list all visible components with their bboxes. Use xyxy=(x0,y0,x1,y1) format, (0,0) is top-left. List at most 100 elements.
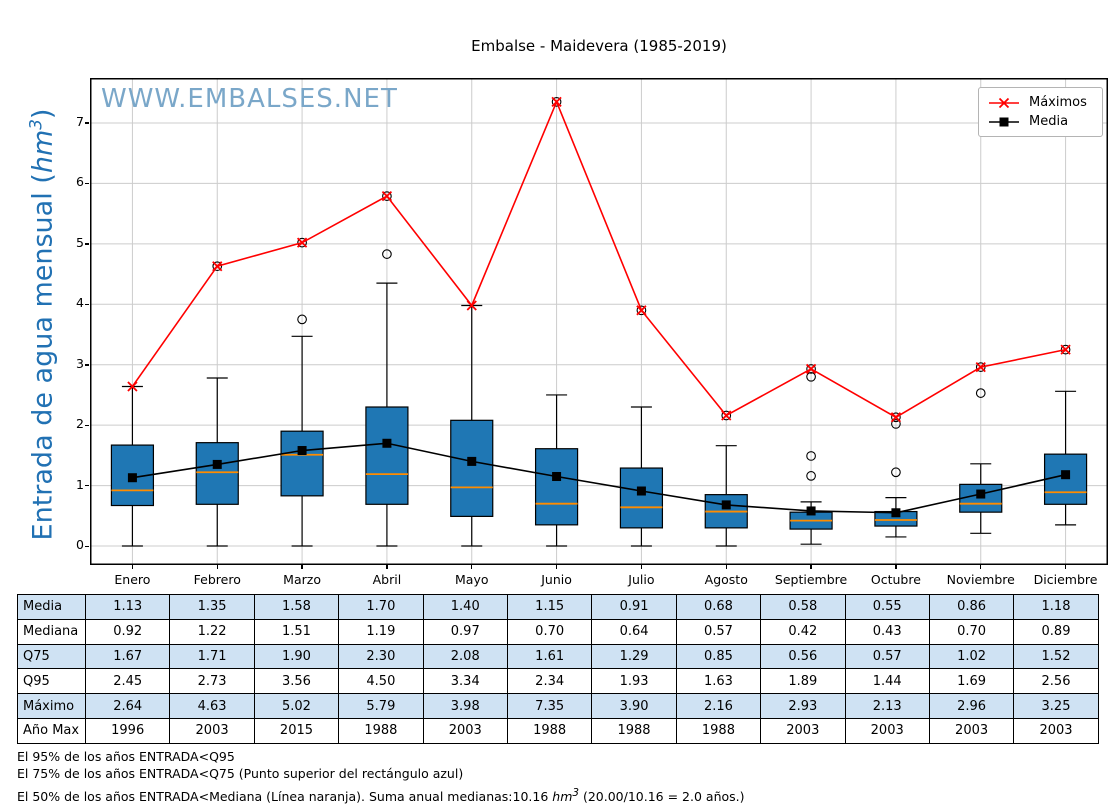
box xyxy=(280,430,324,497)
table-cell: 2003 xyxy=(169,717,255,744)
outlier-point xyxy=(891,412,901,423)
media-marker xyxy=(806,506,816,516)
table-cell: 1.18 xyxy=(1013,594,1099,620)
legend-item-media: Media xyxy=(987,112,1094,131)
plot-frame xyxy=(90,78,1108,565)
table-cell: 2.56 xyxy=(1013,668,1099,695)
table-cell: 1.15 xyxy=(506,594,593,620)
outlier-point xyxy=(636,305,647,316)
x-tick-label: Septiembre xyxy=(774,572,848,587)
table-cell: 1.22 xyxy=(169,618,255,645)
outlier-point xyxy=(382,191,392,201)
maximos-line-icon xyxy=(989,97,1019,108)
table-cell: 1.89 xyxy=(760,668,846,695)
table-cell: 2003 xyxy=(928,717,1015,744)
table-cell: 1988 xyxy=(591,717,677,744)
table-cell: 2.96 xyxy=(928,693,1015,719)
table-cell: 2.64 xyxy=(84,693,171,719)
table-cell: 1.52 xyxy=(1013,643,1099,670)
table-cell: 1988 xyxy=(338,717,424,744)
maximos-marker xyxy=(466,300,477,311)
outlier-point xyxy=(806,364,816,374)
y-tick-label: 6 xyxy=(76,174,84,190)
table-cell: 1.61 xyxy=(506,643,593,670)
box xyxy=(1043,453,1088,505)
x-tick-mark xyxy=(555,565,558,569)
x-tick-mark xyxy=(725,565,727,569)
table-row: Año Max 1996 2003 2015 1988 2003 1988 1988 1988 2… xyxy=(17,717,1099,744)
table-cell: 3.90 xyxy=(591,693,677,719)
media-marker xyxy=(891,508,901,518)
outlier-point xyxy=(212,261,223,272)
table-cell: 0.56 xyxy=(760,643,846,670)
maximos-marker xyxy=(381,190,393,202)
table-cell: 1.69 xyxy=(928,668,1015,695)
table-cell: 1.02 xyxy=(928,643,1015,670)
box xyxy=(450,419,494,517)
footnotes: El 95% de los años ENTRADA<Q95 El 75% de… xyxy=(17,748,745,805)
y-tick-mark xyxy=(85,303,89,306)
table-cell: 1.67 xyxy=(84,643,171,670)
media-marker xyxy=(721,500,731,510)
table-cell: 0.97 xyxy=(422,618,508,645)
table-cell: 3.34 xyxy=(422,668,508,695)
media-marker xyxy=(552,472,562,482)
footnote-q95: El 95% de los años ENTRADA<Q95 xyxy=(17,749,235,764)
stats-table-body: Media 1.13 1.35 1.58 1.70 1.40 1.15 0.91 0.68 0.5… xyxy=(17,594,1099,744)
x-tick-label: Diciembre xyxy=(1033,572,1098,587)
chart-title: Embalse - Maidevera (1985-2019) xyxy=(471,37,727,55)
maximos-marker xyxy=(212,261,223,272)
table-cell: 0.58 xyxy=(760,594,846,620)
table-cell: 3.98 xyxy=(422,693,508,719)
outlier-point xyxy=(806,471,816,481)
x-tick-label: Julio xyxy=(628,572,655,587)
maximos-marker xyxy=(721,410,732,421)
table-cell: 1.40 xyxy=(422,594,508,620)
y-axis-label: Entrada de agua mensual (hm3) xyxy=(25,108,59,541)
outlier-point xyxy=(806,371,816,382)
media-marker xyxy=(636,486,646,496)
media-marker xyxy=(1061,470,1071,480)
table-cell: 7.35 xyxy=(506,693,593,719)
table-cell: 0.86 xyxy=(928,594,1015,620)
legend: Máximos Media xyxy=(978,87,1103,137)
x-tick-mark xyxy=(810,565,812,569)
table-row: Mediana 0.92 1.22 1.51 1.19 0.97 0.70 0.64 0.57 0… xyxy=(17,618,1099,645)
table-cell: 0.85 xyxy=(675,643,762,670)
table-row: Media 1.13 1.35 1.58 1.70 1.40 1.15 0.91 0.68 0.5… xyxy=(17,594,1099,620)
y-tick-label: 2 xyxy=(76,416,84,432)
outlier-point xyxy=(382,249,392,259)
table-cell: 2015 xyxy=(253,717,340,744)
x-tick-label: Marzo xyxy=(283,572,321,587)
plot-area xyxy=(90,78,1108,565)
table-cell: 1988 xyxy=(506,717,593,744)
table-cell: 2003 xyxy=(760,717,846,744)
table-cell: 2003 xyxy=(1013,717,1099,744)
table-cell: 1.63 xyxy=(675,668,762,695)
media-marker xyxy=(127,473,137,483)
row-label: Máximo xyxy=(17,693,86,719)
table-cell: 3.56 xyxy=(253,668,340,695)
maximos-marker xyxy=(975,361,986,373)
maximos-marker xyxy=(890,412,902,423)
boxplot-svg xyxy=(90,78,1108,565)
y-tick-mark xyxy=(85,364,89,366)
y-tick-label: 5 xyxy=(76,234,84,250)
table-cell: 2.45 xyxy=(84,668,171,695)
table-cell: 0.42 xyxy=(760,618,846,645)
table-cell: 0.43 xyxy=(844,618,930,645)
outlier-point xyxy=(891,419,901,429)
box xyxy=(619,467,664,529)
table-row: Q95 2.45 2.73 3.56 4.50 3.34 2.34 1.93 1.63 1.89 1… xyxy=(17,668,1099,695)
media-marker xyxy=(382,438,392,448)
footnote-q75: El 75% de los años ENTRADA<Q75 (Punto su… xyxy=(17,766,464,781)
x-tick-label: Mayo xyxy=(455,572,489,587)
y-tick-label: 3 xyxy=(76,355,84,371)
outlier-point xyxy=(297,237,307,248)
y-tick-mark xyxy=(85,122,89,124)
x-tick-label: Noviembre xyxy=(946,572,1015,587)
table-cell: 1.29 xyxy=(591,643,677,670)
outlier-point xyxy=(806,451,816,461)
table-cell: 1.93 xyxy=(591,668,677,695)
